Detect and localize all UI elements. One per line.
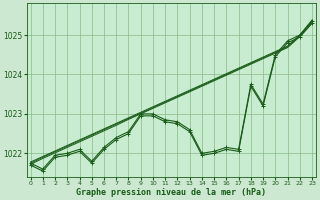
X-axis label: Graphe pression niveau de la mer (hPa): Graphe pression niveau de la mer (hPa) (76, 188, 266, 197)
